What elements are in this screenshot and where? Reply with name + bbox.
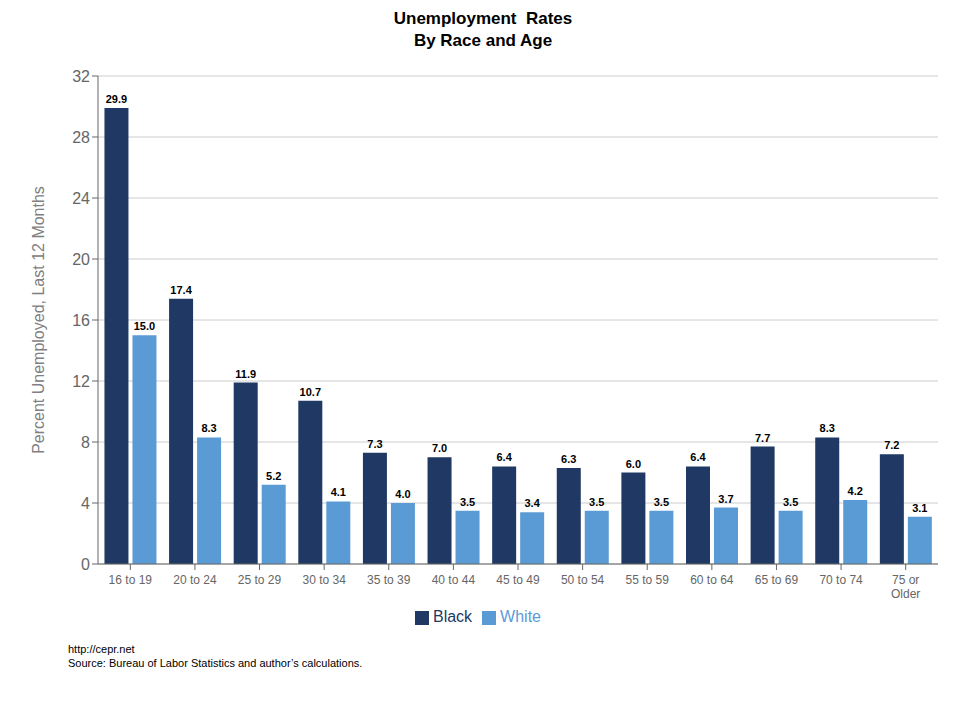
- svg-text:20 to 24: 20 to 24: [173, 573, 217, 587]
- svg-text:65 to 69: 65 to 69: [755, 573, 799, 587]
- svg-text:3.7: 3.7: [718, 493, 733, 505]
- svg-text:3.5: 3.5: [460, 496, 475, 508]
- svg-text:17.4: 17.4: [170, 284, 192, 296]
- svg-text:4.0: 4.0: [395, 488, 410, 500]
- svg-text:4.2: 4.2: [848, 485, 863, 497]
- svg-text:75 orOlder: 75 orOlder: [891, 573, 920, 601]
- html-text:White: White: [500, 608, 541, 625]
- svg-text:3.1: 3.1: [912, 502, 927, 514]
- svg-text:8.3: 8.3: [820, 422, 835, 434]
- svg-text:35 to 39: 35 to 39: [367, 573, 411, 587]
- svg-text:29.9: 29.9: [106, 93, 127, 105]
- svg-text:30 to 34: 30 to 34: [302, 573, 346, 587]
- svg-text:28: 28: [72, 129, 90, 146]
- svg-text:7.7: 7.7: [755, 432, 770, 444]
- svg-text:15.0: 15.0: [134, 320, 155, 332]
- svg-text:8.3: 8.3: [201, 422, 216, 434]
- svg-text:6.0: 6.0: [626, 458, 641, 470]
- svg-text:8: 8: [81, 434, 90, 451]
- svg-text:50 to 54: 50 to 54: [561, 573, 605, 587]
- svg-text:70 to 74: 70 to 74: [819, 573, 863, 587]
- svg-text:20: 20: [72, 251, 90, 268]
- html-text:Unemployment Rates By Race and: Unemployment Rates By Race and Age: [393, 9, 573, 50]
- svg-text:4: 4: [81, 495, 90, 512]
- svg-text:16 to 19: 16 to 19: [109, 573, 153, 587]
- svg-text:25 to 29: 25 to 29: [238, 573, 282, 587]
- html-text:http://cepr.net Source: Bureau: http://cepr.net Source: Bureau of Labor …: [68, 643, 363, 669]
- svg-text:3.5: 3.5: [783, 496, 798, 508]
- svg-text:10.7: 10.7: [300, 386, 321, 398]
- svg-text:12: 12: [72, 373, 90, 390]
- svg-text:11.9: 11.9: [235, 368, 256, 380]
- svg-text:3.5: 3.5: [589, 496, 604, 508]
- svg-text:60 to 64: 60 to 64: [690, 573, 734, 587]
- svg-text:7.2: 7.2: [884, 439, 899, 451]
- html-text:Black: Black: [433, 608, 473, 625]
- svg-text:0: 0: [81, 556, 90, 573]
- svg-text:6.4: 6.4: [690, 451, 706, 463]
- svg-text:5.2: 5.2: [266, 470, 281, 482]
- svg-text:Percent Unemployed, Last 12 Mo: Percent Unemployed, Last 12 Months: [30, 186, 47, 454]
- svg-text:16: 16: [72, 312, 90, 329]
- svg-text:7.3: 7.3: [367, 438, 382, 450]
- svg-text:45 to 49: 45 to 49: [496, 573, 540, 587]
- svg-text:4.1: 4.1: [331, 486, 346, 498]
- svg-text:40 to 44: 40 to 44: [432, 573, 476, 587]
- svg-text:32: 32: [72, 68, 90, 85]
- svg-text:7.0: 7.0: [432, 442, 447, 454]
- svg-text:24: 24: [72, 190, 90, 207]
- svg-text:3.4: 3.4: [525, 497, 541, 509]
- svg-text:6.4: 6.4: [497, 451, 513, 463]
- svg-text:6.3: 6.3: [561, 453, 576, 465]
- svg-text:55 to 59: 55 to 59: [626, 573, 670, 587]
- svg-text:3.5: 3.5: [654, 496, 669, 508]
